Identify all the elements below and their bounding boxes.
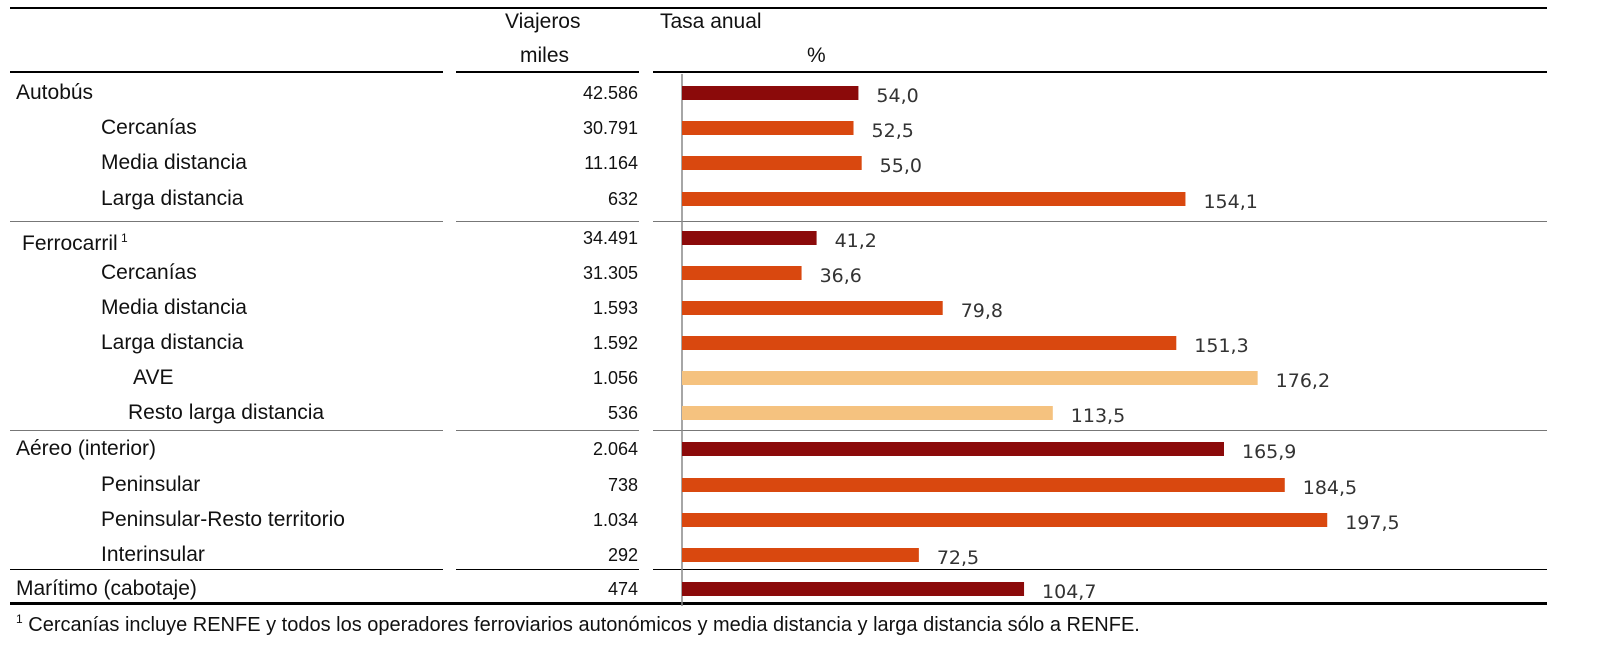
- header-percent: %: [807, 44, 826, 67]
- row-label-text: Interinsular: [101, 543, 205, 566]
- bar-value-label: 52,5: [872, 120, 914, 142]
- row-label-text: Media distancia: [101, 151, 247, 174]
- header-viajeros: Viajeros: [505, 10, 581, 33]
- header-miles: miles: [520, 44, 570, 67]
- footnote-ref: 1: [117, 231, 128, 245]
- bar-value-label: 55,0: [880, 155, 922, 177]
- row-label: Larga distancia: [101, 187, 243, 211]
- group-rule-2b: [456, 430, 639, 431]
- row-label: Cercanías: [101, 116, 197, 140]
- row-label-text: Marítimo (cabotaje): [16, 577, 197, 600]
- footnote-marker: 1: [16, 612, 23, 626]
- group-rule-3: [10, 569, 443, 570]
- bar-value-label: 154,1: [1203, 191, 1257, 213]
- row-value: 1.592: [592, 333, 638, 353]
- row-label: Media distancia: [101, 151, 247, 175]
- row-value: 30.791: [582, 118, 638, 138]
- bar-value-label: 165,9: [1242, 441, 1296, 463]
- bar: [682, 442, 1224, 456]
- group-rule-1c: [653, 221, 1547, 222]
- bar: [682, 336, 1177, 350]
- bar: [682, 86, 859, 100]
- row-label: Larga distancia: [101, 331, 243, 355]
- row-value: 474: [607, 579, 638, 599]
- bar-value-label: 54,0: [876, 85, 918, 107]
- bar: [682, 548, 919, 562]
- bar-value-label: 151,3: [1194, 335, 1248, 357]
- group-rule-2: [10, 430, 443, 431]
- row-label: Autobús: [16, 81, 93, 105]
- header-rule-values: [456, 71, 639, 73]
- row-label-text: Media distancia: [101, 296, 247, 319]
- row-value: 292: [607, 545, 638, 565]
- header-rule-chart: [653, 71, 1547, 73]
- row-value: 1.056: [592, 368, 638, 388]
- row-value: 42.586: [582, 83, 638, 103]
- row-label: Resto larga distancia: [128, 401, 324, 425]
- row-value: 31.305: [582, 263, 638, 283]
- row-label: Cercanías: [101, 261, 197, 285]
- group-rule-3c: [653, 569, 1547, 570]
- bottom-rule: [10, 602, 1547, 605]
- row-label-text: Ferrocarril: [22, 232, 118, 255]
- row-label-text: AVE: [133, 366, 174, 389]
- bar: [682, 121, 854, 135]
- row-label: Ferrocarril 1: [22, 226, 128, 256]
- row-label-text: Larga distancia: [101, 187, 244, 210]
- bar-value-label: 197,5: [1345, 512, 1399, 534]
- bar-value-label: 41,2: [835, 230, 877, 252]
- row-label: Peninsular-Resto territorio: [101, 508, 345, 532]
- bar: [682, 371, 1258, 385]
- bar: [682, 582, 1025, 596]
- bar: [682, 231, 817, 245]
- bar-value-label: 79,8: [961, 300, 1003, 322]
- group-rule-3b: [456, 569, 639, 570]
- bar-value-label: 184,5: [1303, 477, 1357, 499]
- group-rule-1b: [456, 221, 639, 222]
- bar-value-label: 36,6: [820, 265, 862, 287]
- bar-value-label: 176,2: [1276, 370, 1330, 392]
- row-label: Media distancia: [101, 296, 247, 320]
- footnote-text: Cercanías incluye RENFE y todos los oper…: [28, 614, 1140, 636]
- bar: [682, 192, 1186, 206]
- bar-value-label: 72,5: [937, 547, 979, 569]
- header-tasa-anual: Tasa anual: [660, 10, 762, 33]
- row-label: Aéreo (interior): [16, 437, 156, 461]
- group-rule-1: [10, 221, 443, 222]
- bar: [682, 301, 943, 315]
- row-value: 738: [607, 475, 638, 495]
- row-label-text: Larga distancia: [101, 331, 244, 354]
- row-label: Peninsular: [101, 473, 200, 497]
- row-label-text: Resto larga distancia: [128, 401, 325, 424]
- row-label: Interinsular: [101, 543, 205, 567]
- bar: [682, 156, 862, 170]
- footnote: 1 Cercanías incluye RENFE y todos los op…: [16, 612, 1140, 637]
- row-label-text: Peninsular: [101, 473, 201, 496]
- top-rule: [10, 7, 1547, 9]
- row-label-text: Autobús: [16, 81, 94, 104]
- row-value: 632: [607, 189, 638, 209]
- row-value: 1.034: [592, 510, 638, 530]
- group-rule-2c: [653, 430, 1547, 431]
- bar: [682, 513, 1328, 527]
- row-label-text: Peninsular-Resto territorio: [101, 508, 345, 531]
- row-label: Marítimo (cabotaje): [16, 577, 197, 601]
- row-value: 34.491: [582, 228, 638, 248]
- row-value: 536: [607, 403, 638, 423]
- bar: [682, 266, 802, 280]
- bar: [682, 406, 1053, 420]
- row-label-text: Cercanías: [101, 261, 197, 284]
- row-label-text: Cercanías: [101, 116, 197, 139]
- bar-value-label: 113,5: [1071, 405, 1125, 427]
- row-label: AVE: [133, 366, 173, 390]
- row-value: 1.593: [592, 298, 638, 318]
- bar-value-label: 104,7: [1042, 581, 1096, 603]
- row-label-text: Aéreo (interior): [16, 437, 157, 460]
- bar: [682, 478, 1285, 492]
- row-value: 11.164: [584, 153, 638, 173]
- row-value: 2.064: [592, 439, 638, 459]
- header-rule-labels: [10, 71, 443, 73]
